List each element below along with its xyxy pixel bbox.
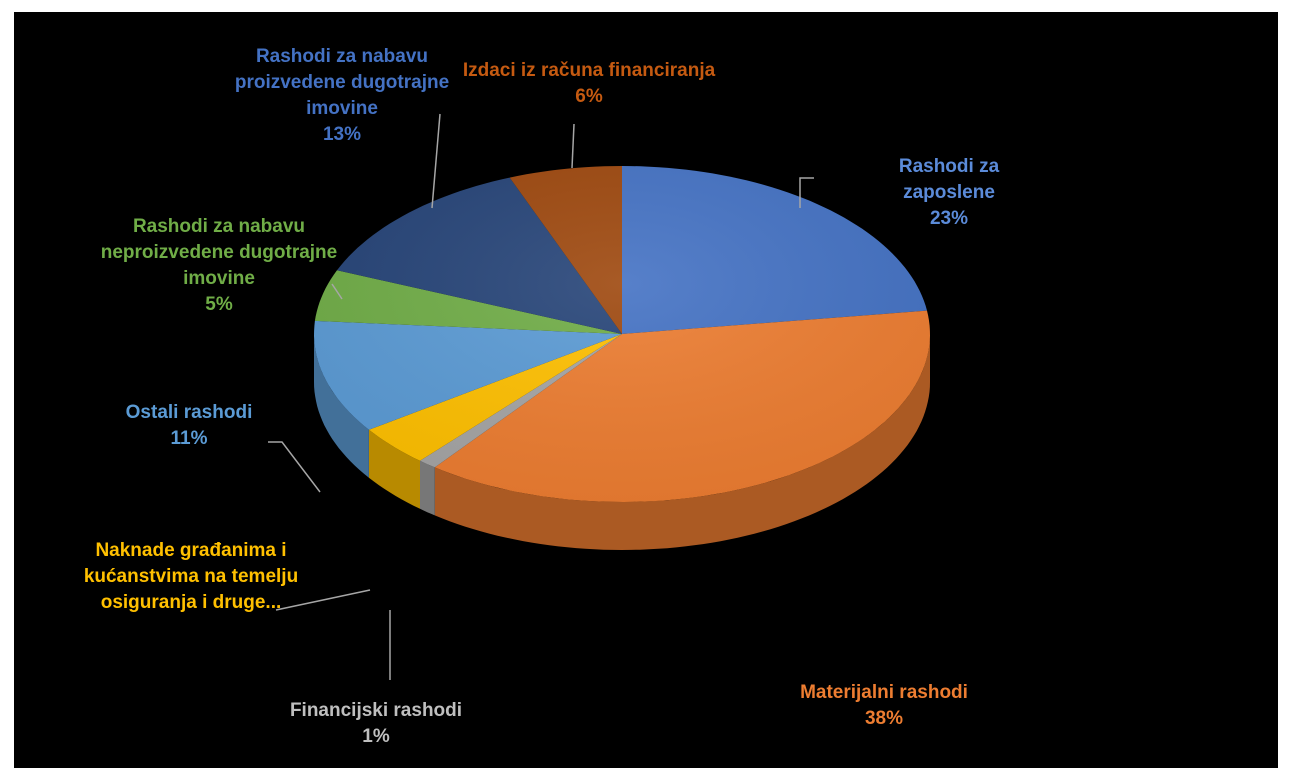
slice-name: Financijski rashodi	[289, 700, 463, 721]
label-materijalni-rashodi: Materijalni rashodi 38%	[784, 680, 984, 732]
pie-highlight	[314, 166, 930, 502]
slice-side-financijski-rashodi	[420, 460, 435, 516]
leader-proizvedene-imovine	[431, 113, 441, 209]
slice-percent: 38%	[864, 708, 904, 729]
leader-izdaci-iz-racuna	[571, 123, 575, 169]
leader-rashodi-za-zaposlene	[799, 177, 814, 208]
slice-percent: 5%	[205, 294, 233, 315]
slice-percent: 23%	[929, 208, 969, 229]
label-financijski-rashodi: Financijski rashodi 1%	[286, 698, 466, 750]
slice-name: Naknade građanima i kućanstvima na temel…	[83, 540, 299, 613]
slice-name: Materijalni rashodi	[800, 682, 968, 703]
slice-name: Rashodi za nabavu proizvedene dugotrajne…	[234, 46, 450, 119]
slice-side-materijalni-rashodi	[434, 334, 930, 550]
slice-name: Izdaci iz računa financiranja	[462, 60, 716, 81]
slice-percent: 6%	[575, 86, 603, 107]
leader-ostali-rashodi	[268, 441, 321, 493]
slice-percent: 11%	[170, 428, 208, 449]
label-proizvedene-imovine: Rashodi za nabavu proizvedene dugotrajne…	[222, 44, 462, 148]
slice-name: Rashodi za nabavu neproizvedene dugotraj…	[100, 216, 338, 289]
pie-chart	[268, 113, 930, 680]
slice-percent: 13%	[322, 124, 362, 145]
slice-side-naknade-gradanima-i-kucanstvima-na-temelju-osiguranja-i-druge	[368, 429, 420, 509]
slice-side-ostali-rashodi	[314, 334, 369, 478]
slice-name: Ostali rashodi	[125, 402, 253, 423]
label-ostali-rashodi: Ostali rashodi 11%	[114, 400, 264, 452]
slice-percent: 1%	[362, 726, 390, 747]
chart-area: Rashodi za zaposlene 23% Materijalni ras…	[14, 12, 1278, 768]
leader-naknade-gradanima	[275, 589, 371, 611]
leader-neproizvedene-imovine	[331, 283, 343, 300]
slice-name: Rashodi za zaposlene	[898, 156, 1000, 203]
label-neproizvedene-imovine: Rashodi za nabavu neproizvedene dugotraj…	[94, 214, 344, 318]
label-izdaci-iz-racuna: Izdaci iz računa financiranja 6%	[454, 58, 724, 110]
label-naknade-gradanima: Naknade građanima i kućanstvima na temel…	[76, 538, 306, 616]
label-rashodi-za-zaposlene: Rashodi za zaposlene 23%	[854, 154, 1044, 232]
